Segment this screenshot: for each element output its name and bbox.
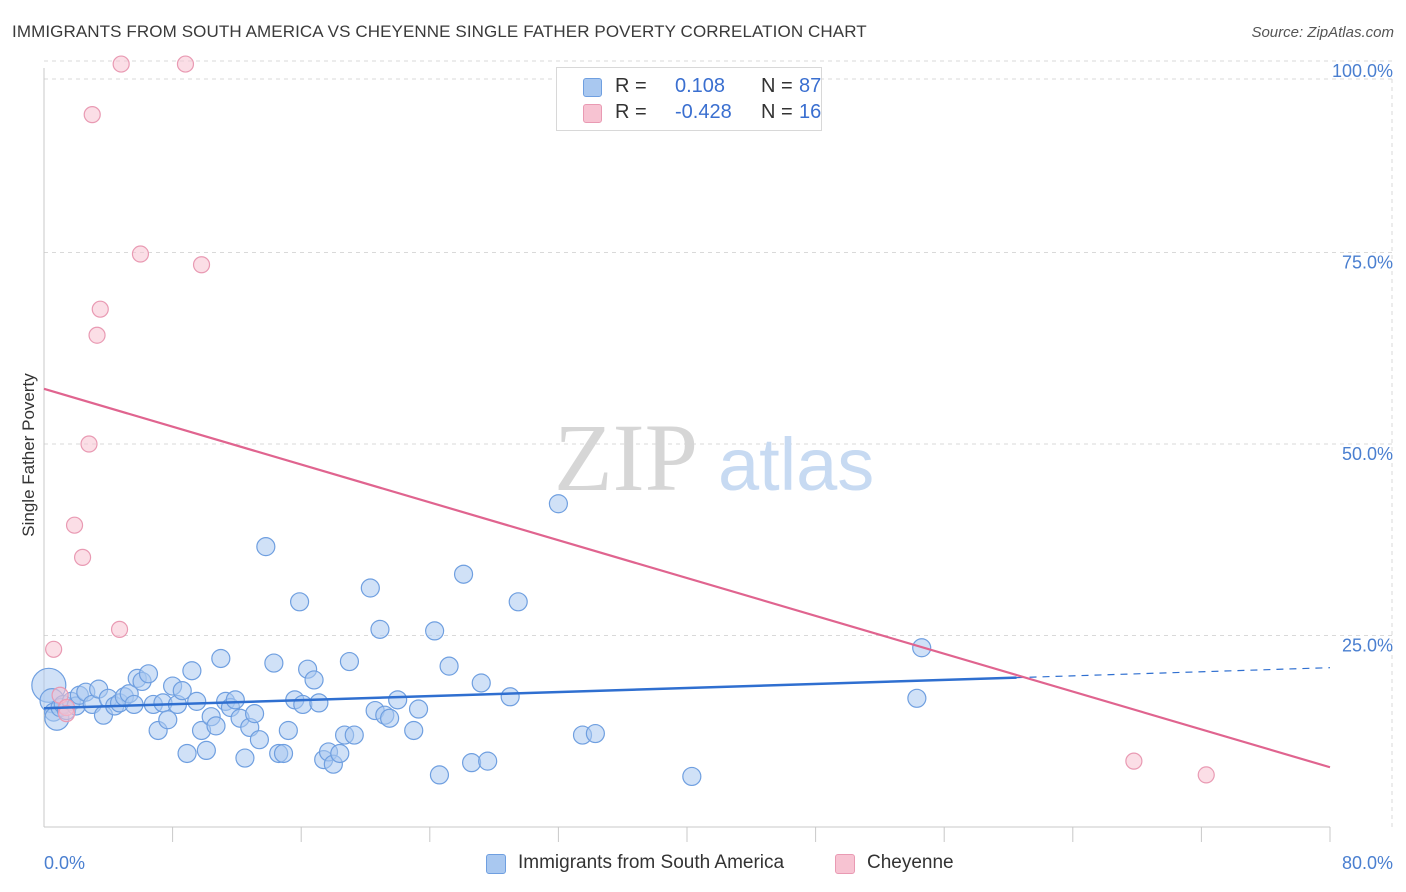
point-immigrants	[273, 743, 294, 764]
n-label: N =	[761, 75, 793, 97]
point-immigrants	[138, 664, 159, 684]
stats-swatch-blue	[583, 78, 602, 97]
point-cheyenne	[176, 55, 195, 73]
trendline-cheyenne	[43, 387, 1331, 769]
point-immigrants	[453, 564, 474, 584]
legend-swatch-pink	[835, 854, 855, 874]
point-immigrants	[235, 748, 255, 768]
y-axis-title: Single Father Poverty	[19, 373, 38, 537]
point-immigrants	[225, 690, 245, 710]
point-immigrants	[404, 720, 424, 741]
y-tick-label: 100.0%	[1332, 61, 1393, 81]
point-immigrants	[339, 651, 360, 672]
trend-layer	[43, 387, 1331, 769]
point-immigrants	[429, 765, 450, 785]
point-cheyenne	[192, 256, 211, 274]
point-immigrants	[211, 648, 231, 669]
r-label: R =	[615, 75, 647, 97]
n-label: N =	[761, 101, 793, 123]
point-immigrants	[330, 743, 350, 764]
stats-swatch-pink	[583, 104, 602, 123]
watermark: ZIP atlas	[554, 404, 874, 511]
point-cheyenne	[1125, 752, 1143, 770]
point-immigrants	[182, 661, 202, 681]
point-cheyenne	[88, 326, 106, 344]
trendline-immigrants	[43, 676, 1017, 710]
point-immigrants	[187, 691, 207, 711]
legend-label: Cheyenne	[867, 852, 954, 873]
y-tick-label: 75.0%	[1342, 253, 1393, 273]
r-label: R =	[615, 101, 647, 123]
point-immigrants	[907, 688, 927, 708]
point-immigrants	[360, 578, 380, 598]
point-immigrants	[370, 619, 390, 639]
point-immigrants	[500, 687, 520, 707]
point-immigrants	[172, 681, 192, 701]
point-immigrants	[585, 723, 605, 744]
labels-layer: 25.0% 50.0% 75.0% 100.0% 0.0% 80.0% Single Fat…	[19, 61, 1393, 873]
point-cheyenne	[1197, 766, 1215, 784]
point-immigrants	[158, 710, 178, 730]
point-immigrants	[478, 751, 498, 771]
point-cheyenne	[131, 245, 150, 263]
point-immigrants	[309, 693, 329, 713]
source-label: Source: ZipAtlas.com	[1251, 24, 1394, 41]
point-immigrants	[293, 694, 313, 715]
point-cheyenne	[73, 548, 92, 566]
point-immigrants	[196, 740, 216, 761]
point-immigrants	[264, 653, 284, 673]
r-value: -0.428	[675, 101, 732, 123]
r-value: 0.108	[675, 75, 726, 97]
point-immigrants	[289, 592, 310, 612]
x-tick-label: 80.0%	[1342, 853, 1393, 873]
point-immigrants	[682, 766, 702, 787]
point-immigrants	[177, 743, 197, 764]
n-value: 16	[799, 101, 822, 123]
y-tick-label: 25.0%	[1342, 636, 1393, 656]
stats-legend: R = 0.108 N = 87 R = -0.428 N = 16	[556, 67, 822, 131]
series-legend: Immigrants from South America Cheyenne	[0, 852, 1406, 878]
point-immigrants	[425, 621, 445, 641]
point-immigrants	[439, 656, 459, 676]
point-immigrants	[278, 720, 298, 741]
point-cheyenne	[112, 55, 130, 73]
point-cheyenne	[110, 620, 129, 638]
point-cheyenne	[65, 516, 84, 534]
y-tick-label: 50.0%	[1342, 444, 1393, 464]
watermark-atlas: atlas	[718, 423, 874, 506]
point-immigrants	[388, 690, 408, 710]
point-immigrants	[256, 537, 276, 557]
x-tick-label: 0.0%	[44, 853, 85, 873]
point-immigrants	[244, 704, 265, 724]
point-cheyenne	[91, 300, 109, 318]
point-cheyenne	[57, 705, 76, 723]
point-immigrants	[508, 592, 528, 612]
watermark-zip: ZIP	[554, 404, 698, 511]
point-cheyenne	[45, 640, 63, 658]
point-immigrants	[304, 670, 324, 690]
point-immigrants	[471, 673, 491, 693]
point-immigrants	[408, 699, 429, 719]
chart-title: IMMIGRANTS FROM SOUTH AMERICA VS CHEYENN…	[12, 22, 867, 41]
legend-label: Immigrants from South America	[518, 852, 785, 873]
point-cheyenne	[83, 106, 101, 124]
point-immigrants	[344, 725, 364, 745]
point-immigrants	[249, 730, 270, 750]
point-immigrants	[206, 716, 226, 736]
n-value: 87	[799, 75, 822, 97]
point-cheyenne	[80, 435, 98, 453]
trendline-immigrants-extension	[1016, 667, 1331, 679]
point-immigrants	[380, 708, 400, 728]
point-immigrants	[461, 753, 482, 773]
legend-swatch-blue	[486, 854, 506, 874]
point-immigrants	[548, 494, 569, 514]
